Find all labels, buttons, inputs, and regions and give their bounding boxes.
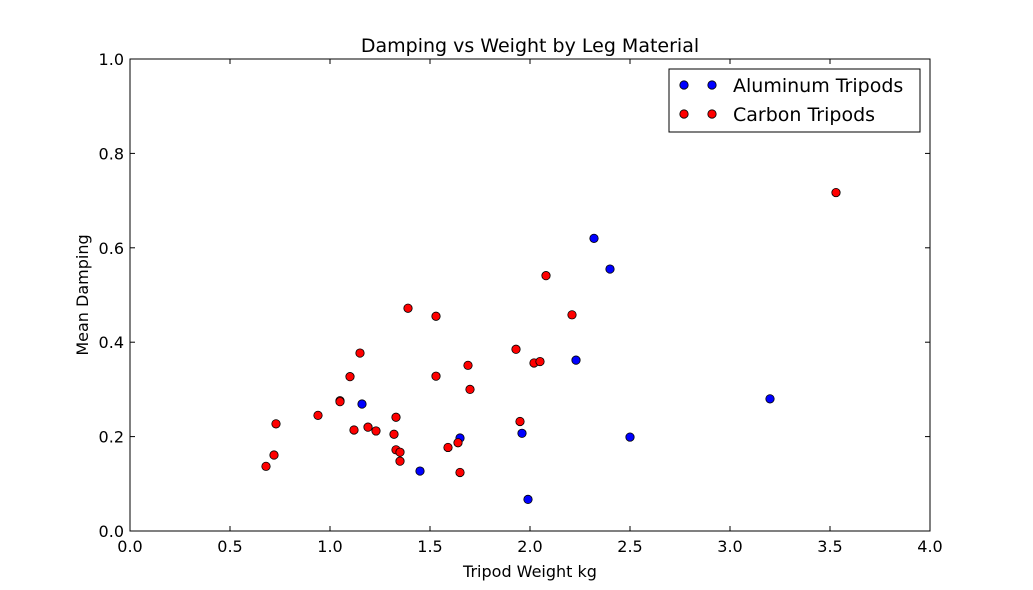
y-tick-label: 0.6 (99, 239, 124, 258)
x-tick-label: 2.5 (617, 537, 642, 556)
x-tick-label: 4.0 (917, 537, 942, 556)
carbon-point (335, 397, 345, 407)
aluminum-point (415, 466, 425, 476)
x-axis-title: Tripod Weight kg (462, 562, 597, 581)
carbon-point (455, 467, 465, 478)
carbon-point (463, 360, 473, 370)
carbon-point (453, 438, 463, 448)
y-axis-title: Mean Damping (73, 234, 92, 355)
legend-label-carbon: Carbon Tripods (733, 104, 875, 126)
carbon-point (431, 371, 441, 381)
x-tick-label: 3.5 (817, 537, 842, 556)
aluminum-point (589, 233, 599, 243)
x-tick-label: 1.5 (417, 537, 442, 556)
plot-background (130, 59, 930, 531)
chart-title: Damping vs Weight by Leg Material (361, 35, 699, 57)
legend-marker-carbon (679, 109, 689, 119)
carbon-point (395, 456, 405, 466)
y-tick-label: 1.0 (99, 50, 124, 69)
carbon-point (269, 450, 279, 460)
carbon-point (567, 310, 577, 320)
carbon-point (349, 425, 359, 435)
carbon-point (395, 447, 405, 457)
carbon-point (831, 187, 841, 198)
carbon-point (313, 410, 323, 420)
carbon-point (465, 384, 475, 394)
carbon-point (389, 429, 399, 439)
carbon-point (443, 442, 453, 453)
y-tick-label: 0.2 (99, 428, 124, 447)
x-tick-label: 1.0 (317, 537, 342, 556)
x-tick-label: 3.0 (717, 537, 742, 556)
aluminum-point (357, 399, 367, 409)
carbon-point (261, 461, 271, 471)
x-tick-label: 2.0 (517, 537, 542, 556)
x-tick-label: 0.0 (117, 537, 142, 556)
legend-marker-carbon (707, 109, 717, 119)
carbon-point (371, 426, 381, 436)
carbon-point (391, 412, 401, 422)
legend-box (668, 68, 921, 133)
aluminum-point (517, 428, 527, 438)
carbon-point (511, 344, 521, 354)
carbon-point (363, 422, 373, 432)
aluminum-point (523, 494, 533, 504)
aluminum-point (765, 394, 775, 404)
carbon-point (271, 419, 281, 429)
y-tick-label: 0.0 (99, 522, 124, 541)
aluminum-point (605, 264, 615, 274)
y-tick-label: 0.8 (99, 144, 124, 163)
plot-area: 0.0 0.5 1.0 1.5 2.0 2.5 3.0 3.5 4.0 0.0 0.2 0.4 0.6 0… (99, 50, 943, 556)
carbon-point (535, 356, 545, 367)
carbon-point (355, 348, 365, 358)
legend-marker-aluminum (707, 80, 717, 90)
carbon-point (515, 416, 525, 427)
plot-frame (129, 58, 931, 532)
aluminum-point (625, 432, 635, 442)
carbon-point (541, 271, 551, 281)
legend-marker-aluminum (679, 80, 689, 90)
legend: Aluminum Tripods Carbon Tripods (668, 68, 921, 133)
carbon-point (431, 311, 441, 321)
legend-label-aluminum: Aluminum Tripods (733, 75, 903, 97)
aluminum-point (571, 355, 581, 365)
y-tick-label: 0.4 (99, 333, 124, 352)
carbon-point (345, 372, 355, 382)
x-tick-label: 0.5 (217, 537, 242, 556)
carbon-point (403, 303, 413, 313)
